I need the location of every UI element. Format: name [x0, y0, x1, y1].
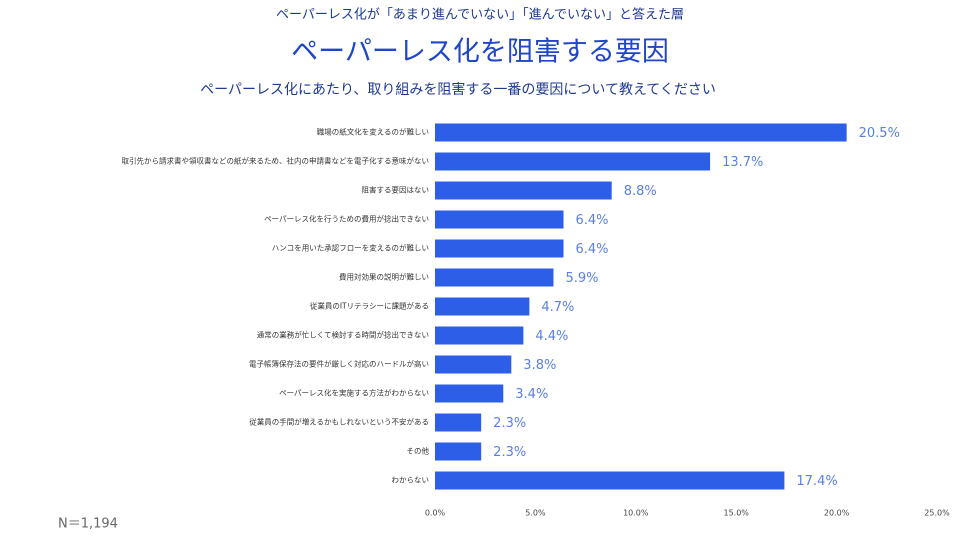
bar [435, 210, 564, 229]
x-tick-label: 10.0% [623, 509, 649, 518]
chart-subtitle: ペーパーレス化にあたり、取り組みを阻害する一番の要因について教えてください [200, 82, 716, 98]
value-label: 4.4% [535, 329, 568, 344]
chart-title: ペーパーレス化を阻害する要因 [291, 37, 669, 68]
note: N＝1,194 [58, 517, 118, 532]
bar [435, 384, 504, 403]
value-label: 2.3% [493, 445, 526, 460]
y-tick-label: 従業員のITリテラシーに課題がある [310, 301, 429, 311]
value-label: 2.3% [493, 416, 526, 431]
y-tick-label: ペーパーレス化を行うための費用が捻出できない [264, 214, 429, 224]
value-label: 6.4% [576, 242, 609, 257]
x-tick-label: 20.0% [824, 509, 850, 518]
bar [435, 471, 785, 490]
y-tick-label: 費用対効果の説明が難しい [339, 272, 429, 282]
value-label: 4.7% [541, 300, 574, 315]
y-tick-label: 電子帳簿保存法の要件が厳しく対応のハードルが高い [249, 359, 429, 369]
y-tick-label: わからない [392, 476, 430, 485]
bar [435, 355, 512, 374]
value-label: 3.8% [523, 358, 556, 373]
bar [435, 123, 847, 142]
y-tick-label: 通常の業務が忙しくて検討する時間が捻出できない [257, 330, 429, 340]
x-tick-label: 5.0% [525, 509, 546, 518]
value-label: 8.8% [624, 184, 657, 199]
bar [435, 268, 554, 287]
y-tick-label: 取引先から請求書や領収書などの紙が来るため、社内の申請書などを電子化する意味がな… [122, 156, 430, 166]
bar [435, 152, 711, 171]
bar [435, 413, 482, 432]
value-label: 17.4% [796, 474, 837, 489]
bar [435, 181, 612, 200]
bar [435, 326, 524, 345]
chart-supertitle: ペーパーレス化が「あまり進んでいない」「進んでいない」と答えた層 [276, 7, 684, 23]
y-tick-label: 職場の紙文化を変えるのが難しい [317, 127, 429, 137]
value-label: 20.5% [859, 126, 900, 141]
y-tick-label: 阻害する要因はない [362, 185, 430, 195]
value-label: 5.9% [565, 271, 598, 286]
bar [435, 239, 564, 258]
y-tick-label: 従業員の手間が増えるかもしれないという不安がある [249, 417, 429, 427]
y-tick-label: ハンコを用いた承認フローを変えるのが難しい [272, 243, 429, 253]
bar [435, 442, 482, 461]
x-tick-label: 0.0% [425, 509, 446, 518]
value-label: 3.4% [515, 387, 548, 402]
value-label: 13.7% [722, 155, 763, 170]
value-label: 6.4% [576, 213, 609, 228]
x-tick-label: 15.0% [723, 509, 749, 518]
x-tick-label: 25.0% [924, 509, 950, 518]
y-tick-label: その他 [407, 446, 430, 456]
y-tick-label: ペーパーレス化を実施する方法がわからない [279, 388, 429, 398]
bar [435, 297, 530, 316]
